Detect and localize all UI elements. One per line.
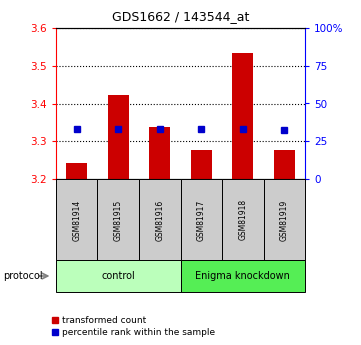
Bar (66, 163, 87, 179)
Text: GDS1662 / 143544_at: GDS1662 / 143544_at (112, 10, 249, 23)
Bar (108, 95, 129, 179)
Bar (149, 127, 170, 179)
Text: GSM81917: GSM81917 (197, 199, 206, 240)
Text: control: control (101, 271, 135, 281)
Bar (274, 150, 295, 179)
Text: GSM81919: GSM81919 (280, 199, 289, 240)
Text: GSM81918: GSM81918 (238, 199, 247, 240)
Bar (191, 150, 212, 179)
Text: GSM81916: GSM81916 (155, 199, 164, 240)
Bar (232, 53, 253, 179)
Text: Enigma knockdown: Enigma knockdown (195, 271, 290, 281)
Text: protocol: protocol (4, 271, 43, 281)
Text: GSM81914: GSM81914 (72, 199, 81, 240)
Legend: transformed count, percentile rank within the sample: transformed count, percentile rank withi… (48, 313, 219, 341)
Text: GSM81915: GSM81915 (114, 199, 123, 240)
